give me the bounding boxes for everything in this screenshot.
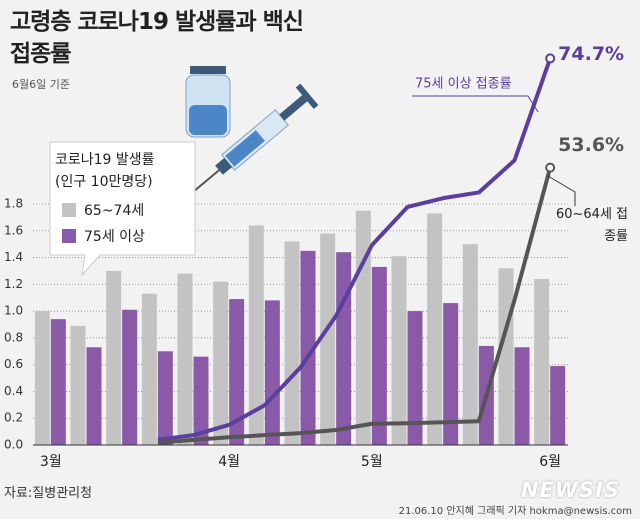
vaccine-icon [185,66,319,196]
bar [86,347,102,445]
source: 자료:질병관리청 [4,486,93,501]
bar [320,233,336,445]
bar [534,278,550,445]
bar [407,311,423,445]
bar [141,293,157,445]
bar [284,241,300,445]
leader [527,95,539,113]
subtitle: 6월6일 기준 [12,78,70,91]
bar [248,225,264,445]
bar [122,309,138,445]
bar [498,268,514,445]
bar [264,300,280,445]
bar [391,256,407,445]
x-tick-label: 4월 [218,454,240,470]
line [157,167,553,445]
legend-swatch [62,229,76,243]
bar [106,270,122,445]
y-tick-label: 1.4 [4,250,23,264]
bar [336,252,352,445]
bar [462,244,478,445]
chart-title: 고령층 코로나19 발생률과 백신접종률 [10,9,304,67]
bar [177,273,193,445]
legend-title: 코로나19 발생률 [55,152,155,168]
y-tick-label: 1.0 [4,304,23,318]
bar [34,311,50,445]
legend-label: 75세 이상 [84,229,145,245]
y-tick-label: 1.8 [4,197,23,211]
bar [70,325,86,445]
end-point [545,162,556,173]
bar [50,319,66,445]
bar [193,356,209,445]
bar [213,281,229,445]
y-tick-label: 1.2 [4,277,23,291]
bar [514,347,530,445]
bar [157,351,173,445]
line [157,57,553,442]
value-label: 53.6% [558,134,624,156]
legend-title: (인구 10만명당) [55,174,153,190]
legend-swatch [62,203,76,217]
legend: 코로나19 발생률 (인구 10만명당) 65~74세 75세 이상 [49,141,196,277]
y-tick-label: 0.4 [4,384,23,398]
bar [550,366,566,445]
line-label: 60~64세 접종률 [555,207,628,244]
x-tick-label: 3월 [40,454,62,470]
y-tick-label: 0.6 [4,357,23,371]
bar [427,213,443,445]
legend-box [49,141,196,277]
x-tick-label: 5월 [361,454,383,470]
credit: 21.06.10 안지혜 그래픽 기자 hokma@newsis.com [398,506,632,517]
y-tick-label: 0.0 [4,438,23,452]
x-tick-label: 6월 [539,454,561,470]
y-tick-label: 0.2 [4,411,23,425]
y-tick-label: 1.6 [4,223,23,237]
bar [229,299,245,445]
bar [371,266,387,445]
end-point [545,53,556,64]
legend-label: 65~74세 [84,203,144,219]
line-label: 75세 이상 접종률 [415,77,512,92]
leader [547,175,576,206]
logo: NEWSIS [520,478,620,502]
bar [300,250,316,445]
y-tick-label: 0.8 [4,330,23,344]
bar [443,303,459,445]
bar [355,210,371,445]
value-label: 74.7% [558,43,624,65]
